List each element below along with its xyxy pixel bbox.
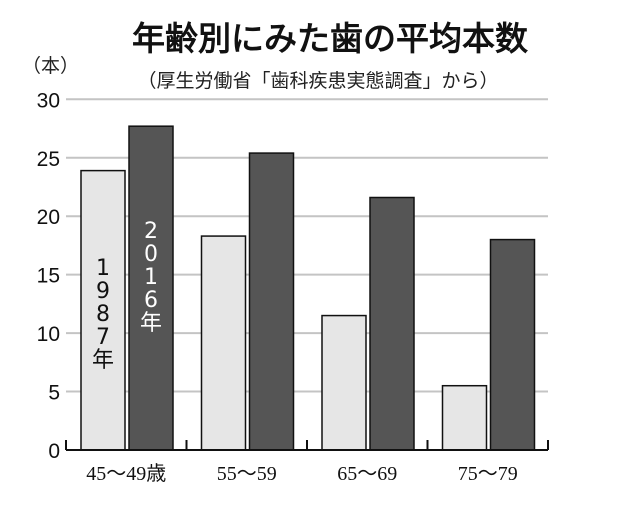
series-label-char: 年 <box>92 348 114 373</box>
y-tick-label: 25 <box>37 148 60 171</box>
series-label-char: 1 <box>144 265 158 290</box>
y-tick-label: 10 <box>37 323 60 346</box>
series-label-char: 0 <box>144 242 158 267</box>
series-label-char: 2 <box>144 219 158 244</box>
y-tick-label: 15 <box>37 265 60 288</box>
chart-title: 年齢別にみた歯の平均本数 <box>132 19 529 58</box>
series-label-char: 7 <box>96 325 110 350</box>
bar-1987-1 <box>200 235 247 451</box>
bar-1987-2 <box>321 314 367 451</box>
series-label-char: 年 <box>140 311 162 336</box>
series-label-char: 6 <box>144 288 158 313</box>
y-axis-label: （本） <box>22 55 79 77</box>
y-tick-label: 5 <box>48 382 60 405</box>
bar-2016-0 <box>128 125 174 451</box>
bar-2016-3 <box>489 238 536 451</box>
series-label-char: 1 <box>96 256 110 281</box>
bar-2016-2 <box>369 196 415 451</box>
y-tick-label: 30 <box>37 89 60 112</box>
bar-1987-3 <box>441 384 488 451</box>
x-tick-label: 55～59 <box>217 463 277 485</box>
x-tick-label: 45～49歳 <box>86 462 166 485</box>
bar-2016-1 <box>248 152 295 451</box>
x-tick-label: 75～79 <box>458 463 518 485</box>
y-tick-label: 20 <box>37 206 60 229</box>
chart-subtitle: （厚生労働省「歯科疾患実態調査」から） <box>137 70 498 92</box>
y-tick-label: 0 <box>48 440 60 463</box>
series-label-char: 8 <box>96 302 110 327</box>
series-label-char: 9 <box>96 279 110 304</box>
x-tick-label: 65～69 <box>337 463 397 485</box>
